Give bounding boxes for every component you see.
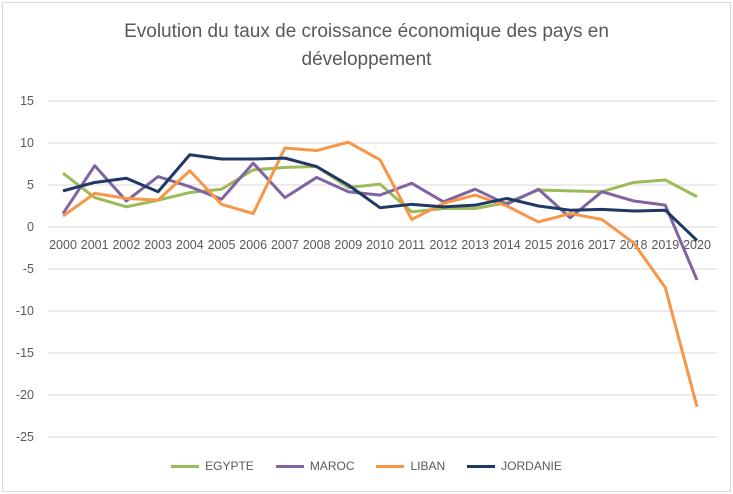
x-tick-label: 2007 [271, 238, 299, 252]
legend-swatch [171, 464, 200, 468]
x-tick-label: 2008 [303, 238, 331, 252]
legend-item: MAROC [275, 459, 355, 473]
x-tick-label: 2011 [398, 238, 425, 252]
legend-item: LIBAN [376, 459, 445, 473]
x-tick-label: 2010 [366, 238, 394, 252]
y-tick-label: 5 [27, 178, 34, 192]
legend-label: JORDANIE [501, 459, 562, 473]
x-tick-label: 2002 [112, 238, 140, 252]
x-tick-label: 2001 [81, 238, 109, 252]
title-line-1: Evolution du taux de croissance économiq… [124, 21, 609, 42]
legend-swatch [376, 464, 405, 468]
legend-item: JORDANIE [467, 459, 562, 473]
series-line-liban [62, 140, 699, 408]
legend-label: MAROC [309, 459, 355, 473]
x-tick-label: 2006 [239, 238, 267, 252]
x-tick-label: 2012 [429, 238, 457, 252]
y-tick-label: -10 [16, 304, 34, 318]
legend-item: EGYPTE [171, 459, 254, 473]
x-tick-label: 2005 [208, 238, 236, 252]
title-line-2: développement [301, 49, 432, 70]
series-line-jordanie [62, 153, 699, 242]
x-tick-label: 2015 [525, 238, 553, 252]
y-tick-label: -15 [16, 346, 34, 360]
series-line-egypte [62, 165, 698, 214]
legend-swatch [467, 464, 496, 468]
x-tick-label: 2004 [176, 238, 204, 252]
legend-label: EGYPTE [205, 459, 254, 473]
x-tick-label: 2016 [556, 238, 584, 252]
x-tick-label: 2003 [144, 238, 172, 252]
x-tick-label: 2017 [588, 238, 616, 252]
chart-title: Evolution du taux de croissance économiq… [0, 18, 733, 74]
x-tick-label: 2013 [461, 238, 489, 252]
y-tick-label: -5 [23, 262, 34, 276]
y-tick-label: -20 [16, 388, 34, 402]
y-tick-label: 15 [20, 94, 34, 108]
x-tick-label: 2019 [651, 238, 679, 252]
legend-swatch [275, 464, 304, 468]
legend-label: LIBAN [410, 459, 446, 473]
x-tick-label: 2009 [334, 238, 362, 252]
y-tick-label: 0 [27, 220, 34, 234]
legend: EGYPTE MAROC LIBAN JORDANIE [0, 459, 733, 473]
x-tick-label: 2014 [493, 238, 521, 252]
y-tick-label: -25 [16, 430, 34, 444]
x-tick-label: 2020 [683, 238, 711, 252]
series-line-maroc [61, 161, 699, 281]
y-tick-label: 10 [20, 136, 34, 150]
x-tick-label: 2000 [49, 238, 77, 252]
